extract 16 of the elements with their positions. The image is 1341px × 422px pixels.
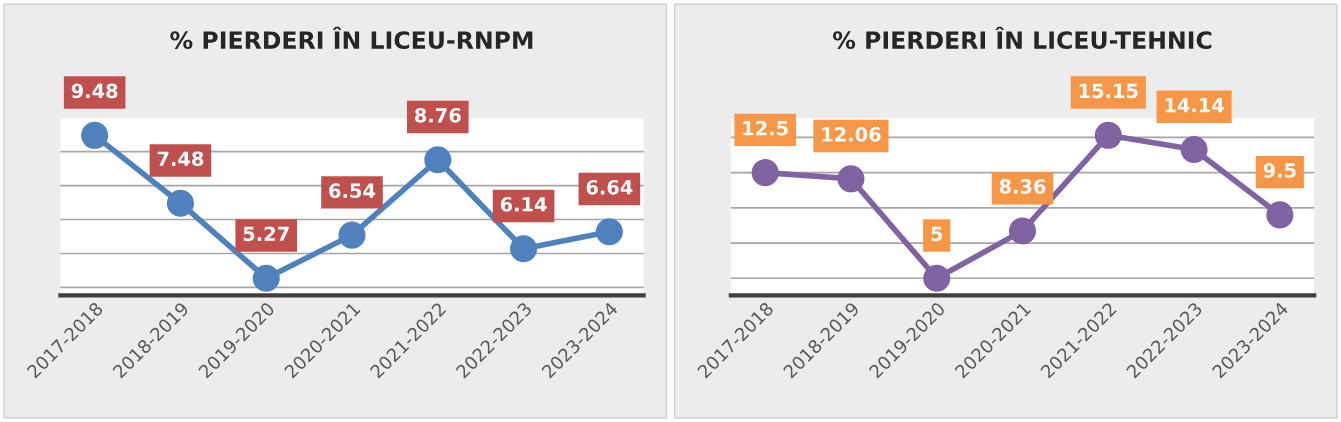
chart-title: % PIERDERI ÎN LICEU-RNPM bbox=[170, 26, 533, 50]
data-label: 14.14 bbox=[1165, 97, 1224, 113]
chart-title: % PIERDERI ÎN LICEU-TEHNIC bbox=[832, 26, 1212, 50]
data-label: 6.64 bbox=[586, 179, 633, 195]
data-label: 15.15 bbox=[1079, 83, 1138, 99]
data-label: 9.5 bbox=[1263, 163, 1296, 178]
data-label: 6.14 bbox=[500, 196, 547, 212]
data-label: 9.48 bbox=[71, 83, 118, 99]
data-label: 12.5 bbox=[743, 120, 788, 136]
data-label: 12.06 bbox=[822, 127, 881, 142]
data-label: 8.76 bbox=[415, 107, 461, 123]
data-label: 5 bbox=[931, 226, 943, 242]
data-label: 8.36 bbox=[999, 179, 1046, 194]
data-label: 7.48 bbox=[157, 151, 204, 167]
data-label: 6.54 bbox=[329, 183, 376, 199]
data-label: 5.27 bbox=[243, 226, 289, 242]
